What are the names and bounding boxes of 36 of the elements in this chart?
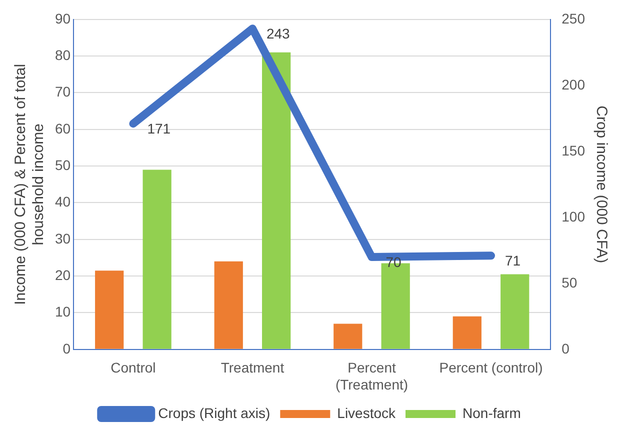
y-tick-label: 0	[62, 340, 71, 356]
data-label: 243	[266, 26, 290, 42]
bar	[452, 316, 482, 349]
y-tick-label: 60	[54, 120, 71, 136]
y-tick-label: 30	[54, 230, 71, 246]
bar	[214, 261, 243, 349]
x-tick-label: Percent (control)	[439, 360, 543, 376]
bar	[95, 270, 124, 349]
data-label: 171	[147, 120, 171, 137]
x-tick-label: Treatment	[220, 360, 284, 376]
y2-tick-label: 50	[562, 274, 578, 290]
legend-label: Non-farm	[462, 404, 521, 421]
y2-axis-title: Crop income (000 CFA)	[592, 106, 610, 264]
y2-tick-label: 100	[562, 208, 586, 224]
y-tick-label: 80	[54, 46, 71, 63]
bar	[334, 324, 362, 349]
x-tick-label: Control	[110, 360, 156, 376]
bar	[142, 170, 172, 349]
legend-label: Livestock	[337, 404, 397, 421]
y-tick-label: 50	[54, 156, 71, 173]
y-axis-title: Income (000 CFA) & Percent of total household income	[12, 64, 48, 305]
y-tick-label: 70	[54, 84, 71, 100]
x-tick-label: Percent (Treatment)	[335, 360, 408, 392]
y2-tick-label: 250	[562, 10, 586, 26]
bar	[500, 274, 530, 349]
y-tick-label: 20	[54, 266, 71, 283]
data-label: 70	[386, 254, 402, 270]
y-tick-label: 10	[54, 304, 71, 320]
y-tick-label: 40	[54, 194, 71, 210]
y2-tick-label: 150	[562, 142, 586, 158]
bar	[262, 52, 291, 349]
legend-label: Crops (Right axis)	[158, 404, 270, 421]
y2-tick-label: 200	[562, 76, 586, 92]
y-tick-label: 90	[54, 10, 71, 26]
y2-tick-label: 0	[562, 340, 570, 356]
data-label: 71	[505, 252, 521, 269]
